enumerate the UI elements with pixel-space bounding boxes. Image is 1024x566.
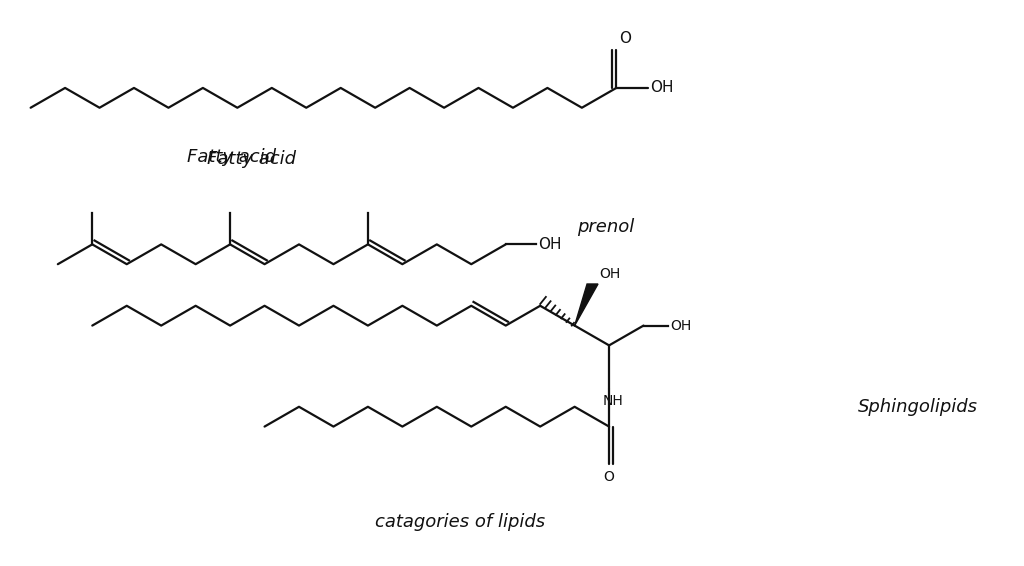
Text: OH: OH — [539, 237, 562, 252]
Polygon shape — [574, 284, 598, 325]
Text: O: O — [620, 31, 632, 46]
Text: prenol: prenol — [578, 217, 635, 235]
Text: NH: NH — [603, 394, 624, 408]
Text: OH: OH — [671, 319, 691, 333]
Text: Fatty acid: Fatty acid — [207, 150, 296, 168]
Text: O: O — [604, 470, 614, 484]
Text: catagories of lipids: catagories of lipids — [375, 513, 546, 531]
Text: OH: OH — [599, 267, 621, 281]
Text: Sphingolipids: Sphingolipids — [858, 398, 978, 416]
Text: OH: OH — [650, 80, 674, 96]
Text: Fatty acid: Fatty acid — [187, 148, 276, 166]
